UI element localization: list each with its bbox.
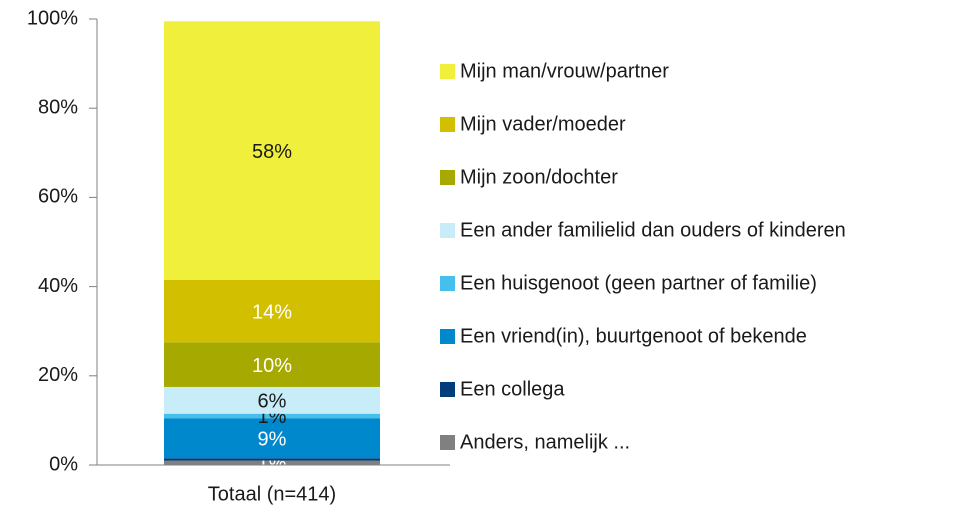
legend-swatch — [440, 64, 455, 79]
legend-swatch — [440, 329, 455, 344]
legend-swatch — [440, 435, 455, 450]
legend-label: Een huisgenoot (geen partner of familie) — [460, 272, 817, 294]
y-tick-label: 40% — [38, 275, 78, 297]
legend-swatch — [440, 276, 455, 291]
y-tick-label: 60% — [38, 186, 78, 208]
x-tick-label: Totaal (n=414) — [208, 483, 336, 505]
legend-label: Een collega — [460, 378, 565, 400]
legend-label: Een vriend(in), buurtgenoot of bekende — [460, 325, 807, 347]
legend-swatch — [440, 117, 455, 132]
legend-label: Anders, namelijk ... — [460, 431, 630, 453]
legend-swatch — [440, 223, 455, 238]
bar-segment — [164, 342, 380, 387]
y-tick-label: 0% — [49, 453, 78, 475]
legend-label: Een ander familielid dan ouders of kinde… — [460, 219, 846, 241]
legend-label: Mijn vader/moeder — [460, 113, 626, 135]
bar-segment — [164, 386, 380, 414]
legend-swatch — [440, 170, 455, 185]
bar-segment — [164, 418, 380, 459]
y-tick-label: 100% — [27, 7, 78, 29]
bar-segment — [164, 460, 380, 465]
y-tick-label: 20% — [38, 364, 78, 386]
data-label: 6% — [258, 391, 287, 413]
legend-swatch — [440, 382, 455, 397]
legend-label: Mijn zoon/dochter — [460, 166, 618, 188]
bar-segment — [164, 413, 380, 419]
legend-label: Mijn man/vrouw/partner — [460, 60, 669, 82]
bar-segment — [164, 21, 380, 280]
data-label: 9% — [258, 429, 287, 451]
bar-segment — [164, 279, 380, 343]
data-label: 58% — [252, 141, 292, 163]
data-label: 14% — [252, 301, 292, 323]
data-label: 10% — [252, 355, 292, 377]
bar-segment — [164, 458, 380, 461]
y-tick-label: 80% — [38, 96, 78, 118]
